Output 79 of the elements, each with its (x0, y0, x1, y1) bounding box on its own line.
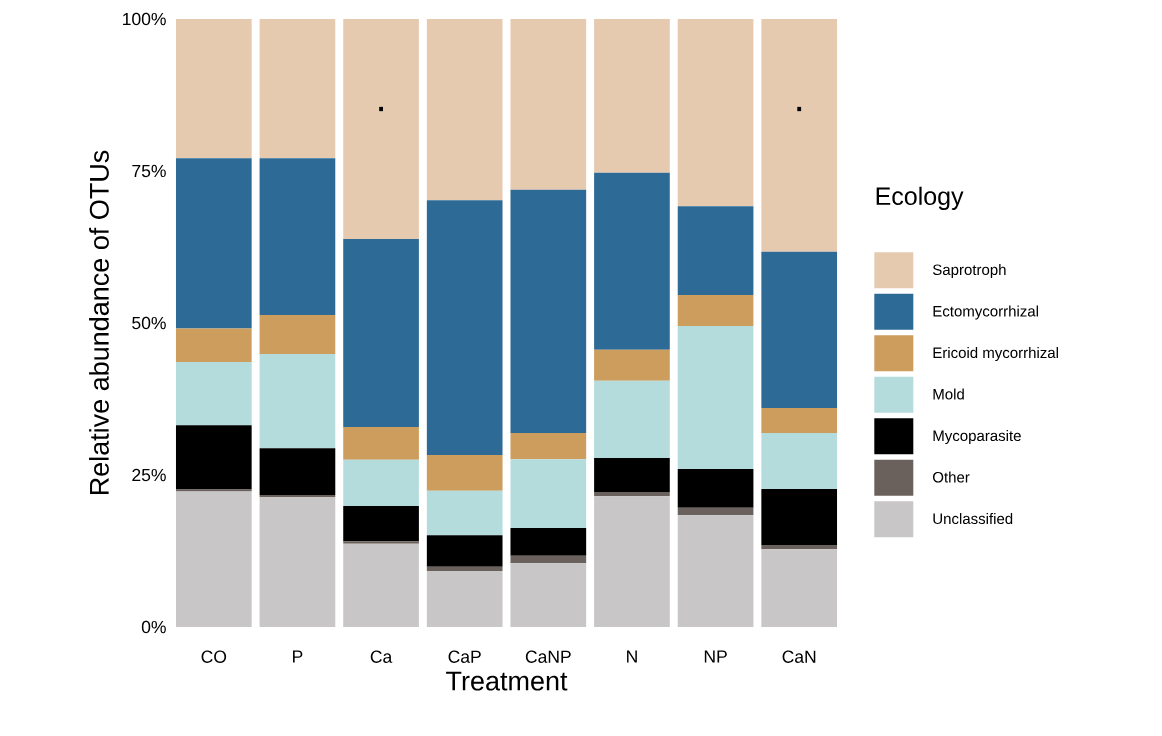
bar (343, 239, 419, 427)
bar (175, 328, 252, 362)
annotation: . (797, 106, 802, 112)
x-tick-label: CaP (448, 650, 481, 663)
bar (343, 18, 419, 240)
bar (175, 491, 252, 627)
bar (259, 158, 336, 316)
bar (426, 490, 503, 536)
bar (259, 18, 336, 159)
bar (259, 448, 336, 496)
bar (259, 354, 336, 449)
x-tick-label: N (627, 650, 637, 663)
bar (594, 492, 670, 497)
bar (426, 566, 503, 572)
bar (175, 158, 252, 329)
bar (343, 543, 419, 627)
x-tick-label: CaN (782, 650, 816, 663)
bar (510, 563, 587, 627)
legend-label: Unclassified (933, 513, 1013, 525)
bar (761, 408, 838, 434)
bar (510, 459, 587, 528)
legend-label: Other (933, 471, 970, 483)
bar (594, 349, 670, 381)
text: Saprotroph (932, 264, 1006, 279)
y-tick-label: 0% (141, 620, 166, 634)
bar (510, 433, 587, 460)
bar (761, 549, 838, 627)
bar (677, 295, 754, 327)
x-tick-label: P (293, 650, 303, 663)
bar (426, 535, 503, 567)
bar (343, 426, 419, 460)
bar (677, 468, 754, 508)
bar (343, 459, 419, 506)
bar (677, 326, 754, 469)
bar (761, 251, 838, 409)
x-tick-label: CaNP (525, 650, 571, 663)
bar (761, 544, 838, 550)
bar (510, 18, 587, 190)
bar (594, 18, 670, 173)
x-tick-label: Ca (370, 650, 393, 663)
bar (426, 18, 503, 201)
bar (761, 488, 838, 545)
legend-label: Mold (933, 388, 964, 400)
bar (175, 361, 252, 426)
legend-label: Ericoid mycorrhizal (933, 347, 1058, 362)
bar (175, 18, 252, 159)
bar (510, 555, 587, 564)
bar (343, 541, 419, 544)
bar (594, 496, 670, 627)
legend-label: Ectomycorrhizal (933, 305, 1038, 320)
bar (761, 18, 838, 252)
x-axis-title: Treatment (446, 671, 568, 691)
y-tick-label: 100% (123, 12, 166, 26)
bar (510, 189, 587, 434)
bar (426, 454, 503, 491)
x-tick-label: NP (704, 650, 727, 663)
bar (426, 200, 503, 455)
bar (677, 507, 754, 516)
x-tick-label: CO (201, 650, 227, 663)
legend-label: Mycoparasite (933, 430, 1021, 445)
annotation: . (379, 106, 383, 112)
legend-title: Ecology (876, 186, 964, 210)
bar (343, 506, 419, 542)
bar (677, 515, 754, 627)
bar (259, 315, 336, 354)
bar (259, 496, 336, 627)
bar (510, 527, 587, 556)
bar (594, 457, 670, 493)
bar (761, 433, 838, 489)
y-tick-label: 50% (132, 316, 166, 330)
bar (677, 206, 754, 296)
bar (426, 571, 503, 627)
y-tick-label: 25% (132, 468, 166, 482)
bar (677, 18, 754, 207)
y-axis-title: Relative abundance of OTUs (89, 150, 109, 495)
bar (175, 425, 252, 490)
bar (594, 172, 670, 350)
y-tick-label: 75% (132, 164, 166, 178)
bar (594, 380, 670, 458)
